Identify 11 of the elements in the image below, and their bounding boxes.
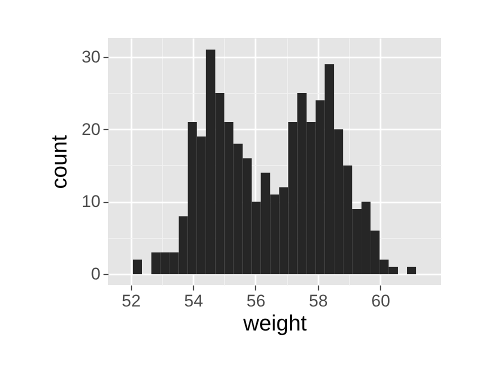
x-axis-title: weight	[242, 310, 307, 336]
x-tick-label: 54	[184, 292, 204, 310]
x-tick-label: 56	[246, 292, 266, 310]
y-axis-title: count	[46, 135, 72, 189]
x-tick-label: 60	[371, 292, 390, 310]
y-tick-label: 20	[82, 120, 100, 139]
y-tick-label: 10	[82, 192, 100, 212]
x-tick-label: 52	[122, 292, 141, 310]
y-tick-label: 30	[82, 47, 100, 66]
y-tick-label: 0	[91, 264, 100, 284]
x-tick-label: 58	[308, 292, 328, 310]
